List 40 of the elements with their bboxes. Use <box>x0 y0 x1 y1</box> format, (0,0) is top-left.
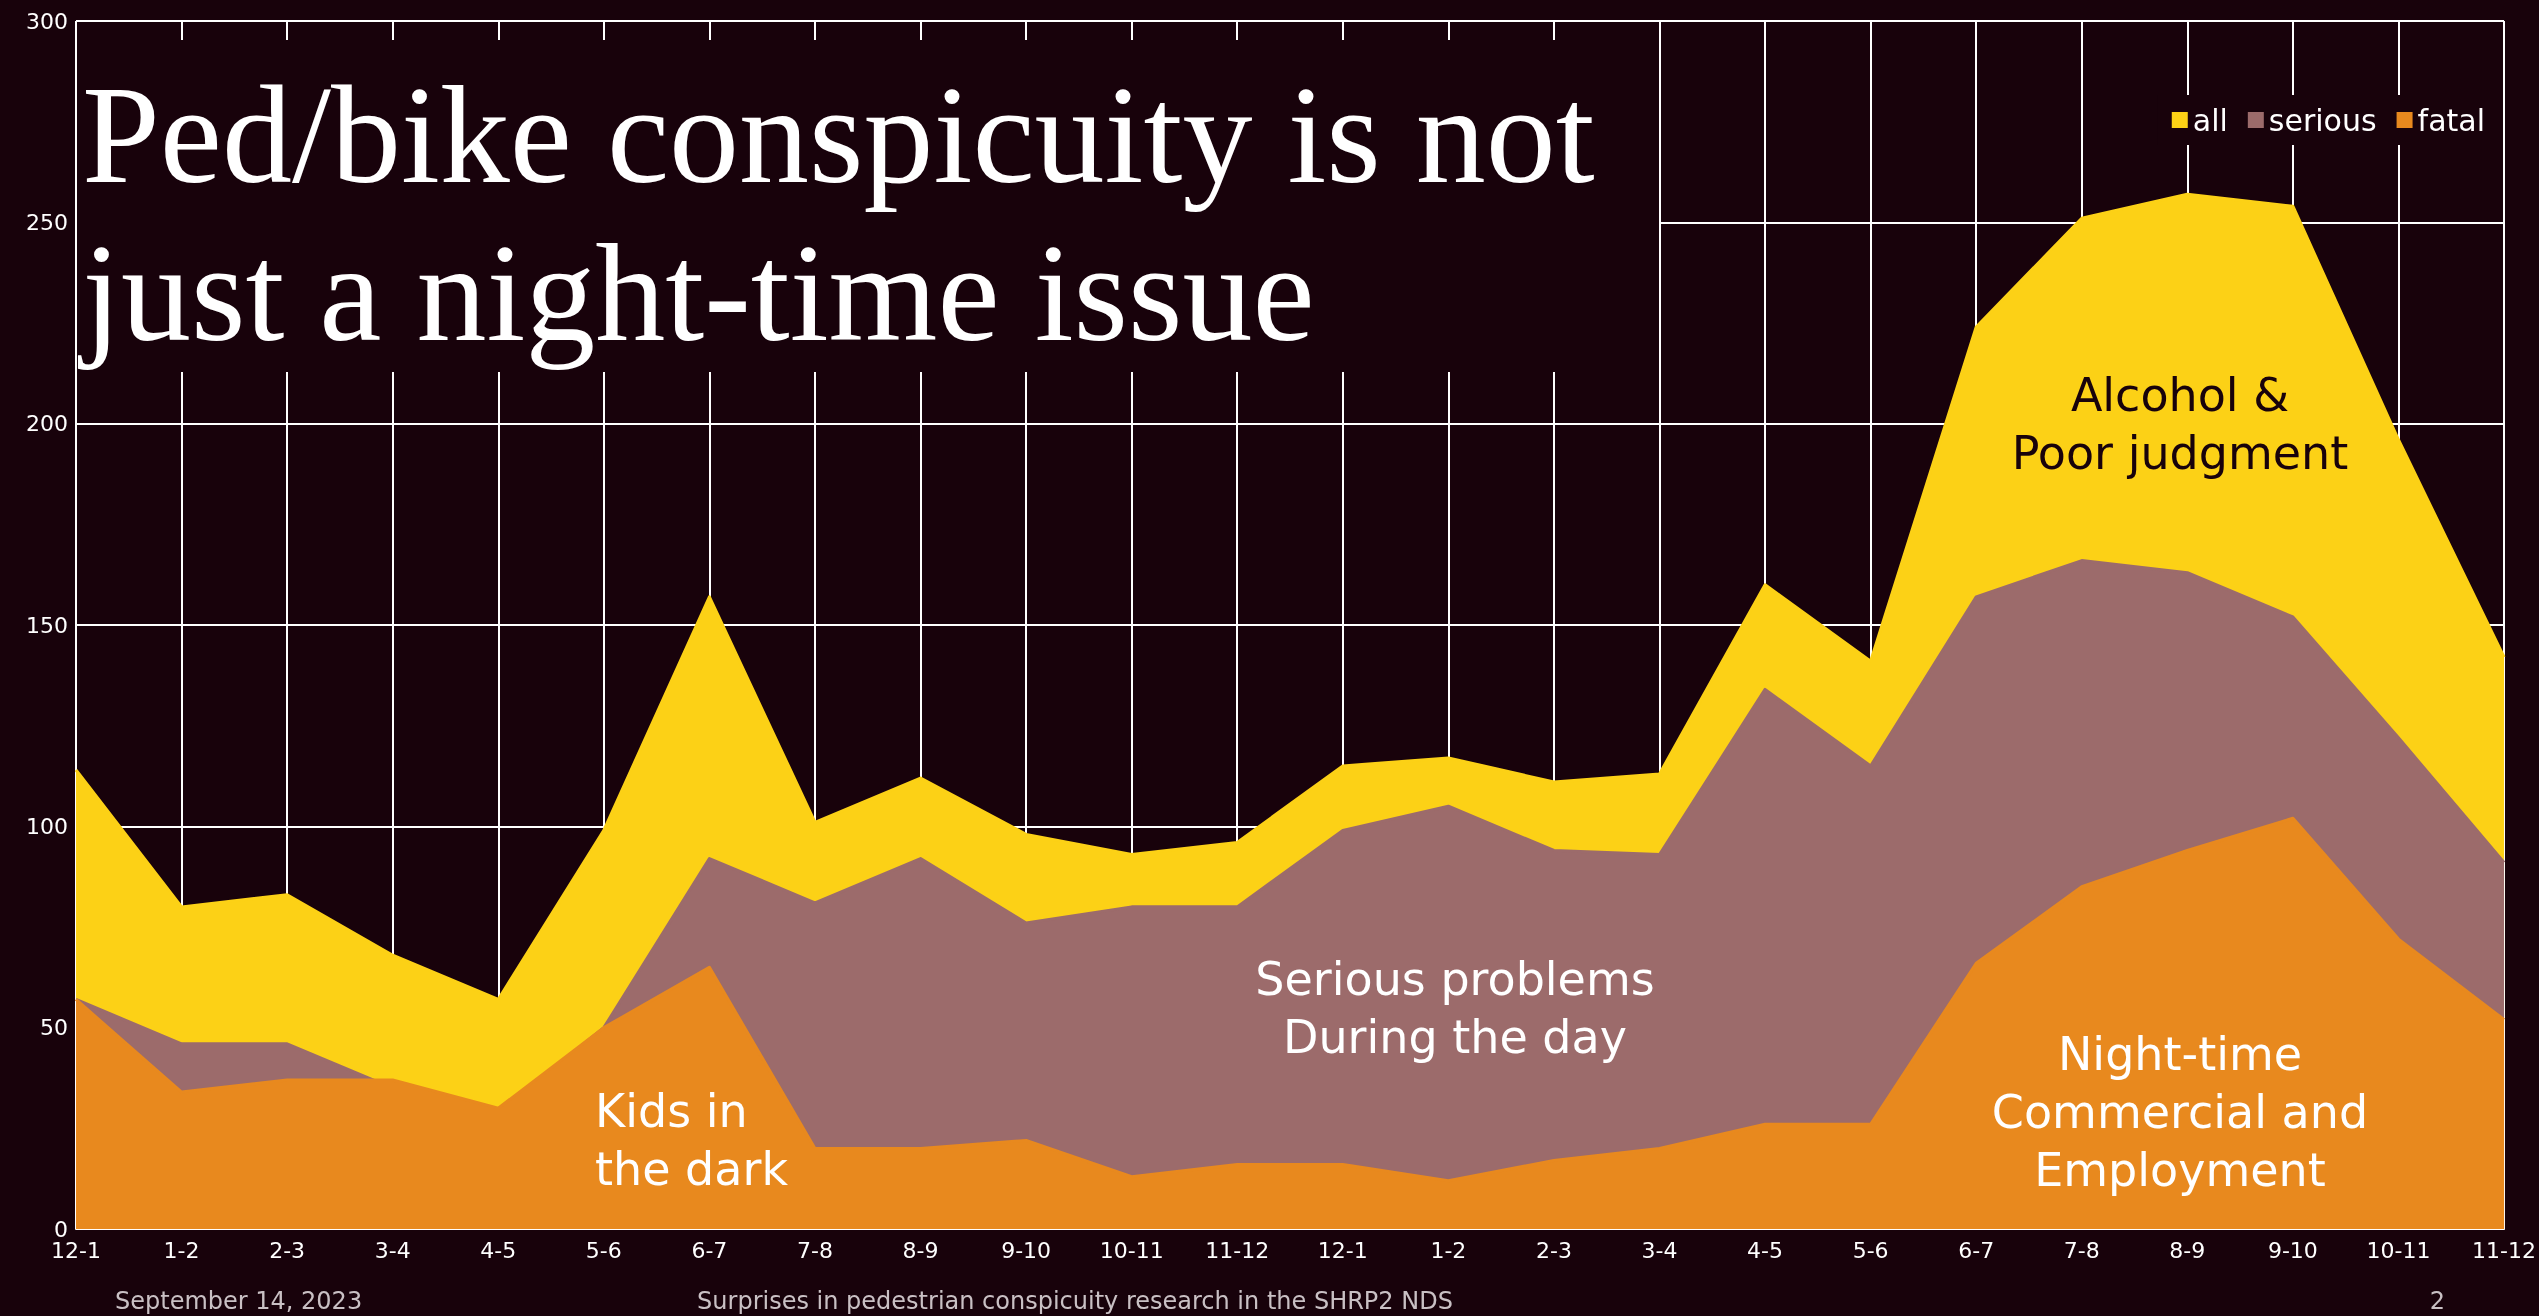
x-tick-label: 10-11 <box>2366 1237 2431 1263</box>
legend-label: serious <box>2268 102 2377 138</box>
x-tick-label: 10-11 <box>1099 1237 1164 1263</box>
x-tick-label: 1-2 <box>1430 1237 1467 1263</box>
x-tick-label: 7-8 <box>797 1237 833 1263</box>
text: Ped/bike conspicuity is not just a night-time issue <box>77 56 1630 370</box>
x-tick-label: 2-3 <box>1535 1237 1572 1263</box>
x-tick-label: 3-4 <box>1641 1237 1678 1263</box>
x-tick-label: 6-7 <box>1958 1237 1995 1263</box>
x-tick-label: 5-6 <box>1852 1237 1889 1263</box>
text: Surprises in pedestrian conspicuity research in the SHRP2 NDS <box>697 1287 1453 1315</box>
x-tick-label: 7-8 <box>2063 1237 2100 1263</box>
legend-label: fatal <box>2417 102 2486 138</box>
x-tick-label: 6-7 <box>691 1237 728 1263</box>
x-tick-label: 9-10 <box>2267 1237 2318 1263</box>
text: September 14, 2023 <box>115 1287 363 1315</box>
x-tick-label: 1-2 <box>163 1237 200 1263</box>
y-tick-label: 150 <box>26 612 68 638</box>
y-tick-label: 250 <box>26 209 68 235</box>
annotation: Kids in the dark <box>595 1084 789 1196</box>
text: 2 <box>2429 1287 2445 1315</box>
y-tick-label: 200 <box>26 411 68 437</box>
annotation: Night-time Commercial and Employment <box>1991 1027 2369 1197</box>
legend-label: all <box>2192 102 2228 138</box>
x-tick-label: 8-9 <box>2169 1237 2206 1263</box>
x-tick-label: 12-1 <box>1317 1237 1368 1263</box>
y-tick-label: 300 <box>26 8 68 34</box>
x-tick-label: 11-12 <box>1205 1237 1270 1263</box>
annotation: Serious problems During the day <box>1255 952 1655 1064</box>
x-tick-label: 5-6 <box>585 1237 622 1263</box>
x-tick-label: 2-3 <box>269 1237 306 1263</box>
x-tick-label: 4-5 <box>1747 1237 1784 1263</box>
y-tick-label: 50 <box>40 1015 68 1041</box>
x-tick-label: 8-9 <box>902 1237 939 1263</box>
x-tick-label: 11-12 <box>2472 1237 2537 1263</box>
x-tick-label: 3-4 <box>374 1237 411 1263</box>
y-tick-label: 100 <box>26 813 68 839</box>
annotation: Alcohol & Poor judgment <box>2011 368 2349 480</box>
x-tick-label: 4-5 <box>480 1237 517 1263</box>
x-tick-label: 9-10 <box>1001 1237 1052 1263</box>
